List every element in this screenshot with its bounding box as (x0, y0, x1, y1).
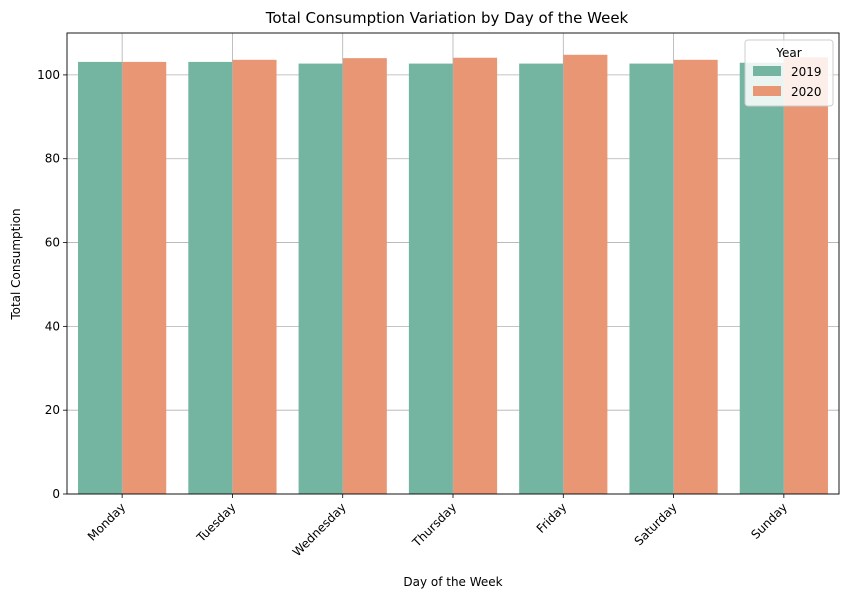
bar-2020-tuesday (232, 59, 277, 495)
bar-2020-wednesday (342, 58, 387, 495)
bar-2019-tuesday (188, 61, 233, 495)
y-tick-label: 20 (45, 403, 60, 417)
x-tick-label: Wednesday (290, 500, 349, 559)
y-tick-label: 40 (45, 319, 60, 333)
legend-label-2020: 2020 (791, 85, 822, 99)
bar-2020-thursday (453, 57, 498, 494)
y-tick-label: 0 (52, 487, 60, 501)
y-tick-label: 80 (45, 152, 60, 166)
chart-title: Total Consumption Variation by Day of th… (265, 9, 629, 27)
bar-2019-saturday (629, 63, 674, 495)
bar-2020-sunday (783, 57, 828, 494)
y-tick-label: 100 (37, 68, 60, 82)
bar-2019-monday (78, 61, 123, 495)
x-axis: Monday Tuesday Wednesday Thursday Friday Satu… (85, 494, 790, 559)
legend-swatch-2019 (753, 66, 781, 76)
bar-2019-wednesday (298, 63, 343, 495)
x-tick-label: Saturday (632, 500, 680, 548)
bars (78, 54, 828, 495)
bar-2019-friday (519, 63, 564, 495)
vertical-grid-lines (121, 33, 785, 494)
bar-2020-monday (122, 61, 167, 495)
x-axis-label: Day of the Week (403, 575, 502, 589)
legend: Year 2019 2020 (744, 39, 834, 107)
x-tick-label: Sunday (748, 500, 790, 542)
x-tick-label: Friday (534, 500, 570, 536)
bar-2020-friday (563, 54, 608, 495)
legend-swatch-2020 (753, 86, 781, 96)
legend-label-2019: 2019 (791, 65, 822, 79)
x-tick-label: Tuesday (193, 500, 238, 545)
x-tick-label: Thursday (409, 500, 459, 550)
y-axis: 0 20 40 60 80 100 (37, 68, 67, 501)
bar-2020-saturday (673, 59, 718, 495)
x-tick-label: Monday (85, 500, 128, 543)
bar-2019-thursday (408, 63, 453, 495)
y-tick-label: 60 (45, 236, 60, 250)
legend-title: Year (775, 46, 801, 60)
bar-2019-sunday (739, 62, 784, 494)
y-axis-label: Total Consumption (9, 208, 23, 320)
